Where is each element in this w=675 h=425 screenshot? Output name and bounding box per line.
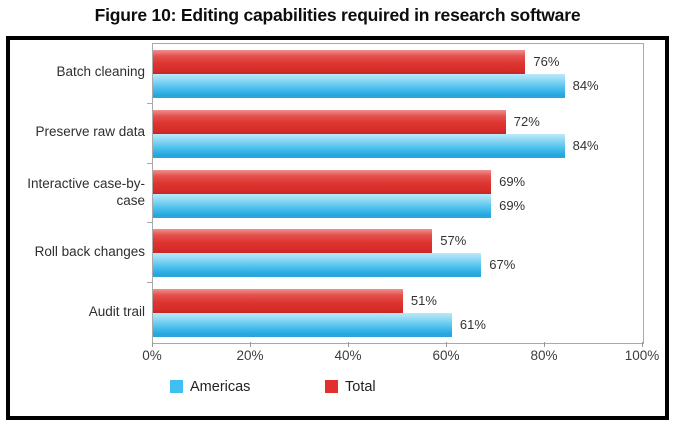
x-axis-tick — [250, 342, 251, 347]
value-label: 72% — [513, 113, 540, 129]
legend-swatch-americas — [170, 380, 183, 393]
x-axis-tick — [544, 342, 545, 347]
legend-label: Americas — [190, 378, 251, 395]
bar-total — [153, 49, 526, 74]
category-label: Preserve raw data — [35, 124, 145, 140]
value-label: 51% — [410, 293, 437, 309]
category-label: Audit trail — [88, 303, 145, 319]
x-tick-label: 80% — [530, 348, 558, 363]
x-tick-label: 20% — [236, 348, 264, 363]
bar-total — [153, 109, 506, 134]
bar-americas — [153, 133, 565, 158]
y-axis-tick — [147, 162, 152, 164]
y-axis-tick — [147, 282, 152, 284]
bar-americas — [153, 313, 452, 338]
bar-total — [153, 229, 433, 254]
value-label: 84% — [572, 77, 599, 93]
legend-swatch-total — [325, 380, 338, 393]
x-tick-label: 40% — [334, 348, 362, 363]
x-axis-tick — [446, 342, 447, 347]
legend-item-americas: Americas — [170, 378, 250, 395]
value-label: 76% — [533, 53, 560, 69]
bar-total — [153, 169, 492, 194]
x-tick-label: 100% — [624, 348, 660, 363]
value-label: 84% — [572, 137, 599, 153]
x-axis-tick — [642, 342, 643, 347]
x-axis-tick — [348, 342, 349, 347]
y-axis-tick — [147, 222, 152, 224]
bar-americas — [153, 73, 565, 98]
category-label: Roll back changes — [34, 243, 145, 259]
x-axis-tick — [152, 342, 153, 347]
value-label: 69% — [499, 173, 526, 189]
x-tick-label: 0% — [142, 348, 162, 363]
value-label: 69% — [499, 197, 526, 213]
bar-total — [153, 289, 403, 314]
legend-label: Total — [345, 378, 376, 395]
x-tick-label: 60% — [432, 348, 460, 363]
value-label: 67% — [489, 257, 516, 273]
category-label: Interactive case-by-case — [27, 175, 145, 208]
bar-americas — [153, 253, 482, 278]
value-label: 57% — [440, 233, 467, 249]
value-label: 61% — [459, 317, 486, 333]
y-axis-tick — [147, 102, 152, 104]
legend-item-total: Total — [325, 378, 376, 395]
figure-title: Figure 10: Editing capabilities required… — [94, 5, 581, 25]
category-label: Batch cleaning — [56, 64, 145, 80]
plot-area: 76% 84% 72% 84% 69% 69% 57% 67% 51% 61% — [152, 43, 644, 344]
bar-americas — [153, 193, 492, 218]
